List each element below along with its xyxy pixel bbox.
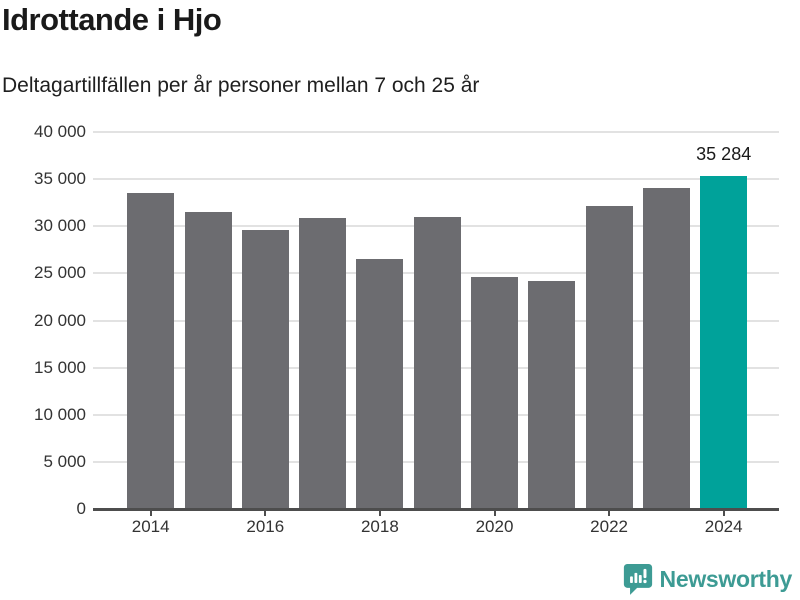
bar-2021 bbox=[528, 280, 576, 509]
x-tick-label: 2018 bbox=[360, 517, 399, 536]
newsworthy-logo-icon bbox=[623, 564, 652, 595]
x-tick-2016 bbox=[264, 510, 267, 516]
y-tick-label: 35 000 bbox=[34, 169, 86, 189]
x-tick-2018 bbox=[378, 510, 381, 516]
y-tick-label: 25 000 bbox=[34, 263, 86, 283]
y-tick-label: 20 000 bbox=[34, 310, 86, 330]
x-tick-2024 bbox=[722, 510, 725, 516]
x-axis-line bbox=[93, 508, 779, 511]
x-tick-2022 bbox=[608, 510, 611, 516]
bar-2022 bbox=[585, 205, 633, 509]
x-tick-label: 2020 bbox=[475, 517, 514, 536]
plot-area: 35 284 bbox=[93, 131, 779, 516]
y-tick-label: 10 000 bbox=[34, 404, 86, 424]
page-title: Idrottande i Hjo bbox=[2, 2, 222, 37]
x-tick-label: 2022 bbox=[590, 517, 629, 536]
bar-2018 bbox=[356, 259, 404, 509]
bar-2023 bbox=[642, 187, 690, 509]
bar-chart: 0 5 000 10 000 15 000 20 000 25 000 30 000 35 0… bbox=[0, 122, 779, 541]
y-tick-label: 30 000 bbox=[34, 216, 86, 236]
x-tick-2014 bbox=[149, 510, 152, 516]
y-axis-labels: 0 5 000 10 000 15 000 20 000 25 000 30 000 35 0… bbox=[0, 122, 86, 518]
bar-2019 bbox=[413, 216, 461, 509]
gridline-40000 bbox=[93, 131, 779, 133]
y-tick-label: 0 bbox=[76, 499, 86, 518]
gridline-35000 bbox=[93, 178, 779, 181]
x-tick-label: 2024 bbox=[704, 517, 743, 536]
bar-2024 bbox=[700, 176, 748, 509]
chart-subtitle: Deltagartillfällen per år personer mella… bbox=[2, 74, 480, 97]
bar-2017 bbox=[299, 217, 347, 509]
x-axis-tick-labels: 2014 2016 2018 2020 2022 2024 bbox=[93, 517, 779, 541]
bar-value-label: 35 284 bbox=[696, 144, 752, 165]
brand-name: Newsworthy bbox=[659, 565, 793, 592]
bar-2020 bbox=[471, 277, 518, 509]
bar-2014 bbox=[127, 193, 175, 509]
brand-footer: Newsworthy bbox=[623, 563, 792, 595]
x-tick-label: 2014 bbox=[131, 517, 170, 536]
bar-2016 bbox=[241, 230, 289, 509]
y-tick-label: 15 000 bbox=[34, 357, 86, 377]
y-tick-label: 5 000 bbox=[43, 451, 86, 471]
bar-2015 bbox=[184, 212, 232, 509]
x-tick-label: 2016 bbox=[246, 517, 285, 536]
x-tick-2020 bbox=[493, 510, 496, 516]
y-tick-label: 40 000 bbox=[34, 122, 86, 141]
